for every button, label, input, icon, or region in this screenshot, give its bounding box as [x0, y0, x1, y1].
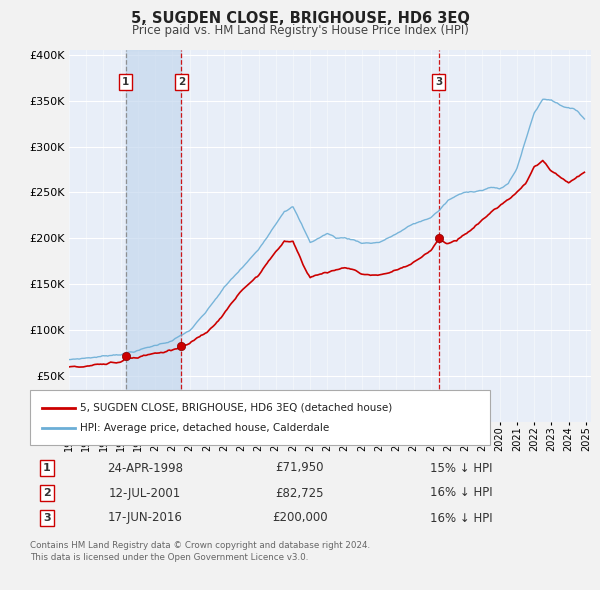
Text: 5, SUGDEN CLOSE, BRIGHOUSE, HD6 3EQ: 5, SUGDEN CLOSE, BRIGHOUSE, HD6 3EQ — [131, 11, 469, 25]
Text: 17-JUN-2016: 17-JUN-2016 — [107, 512, 182, 525]
Text: 5, SUGDEN CLOSE, BRIGHOUSE, HD6 3EQ (detached house): 5, SUGDEN CLOSE, BRIGHOUSE, HD6 3EQ (det… — [80, 403, 392, 413]
Bar — [30, 390, 490, 445]
Text: 12-JUL-2001: 12-JUL-2001 — [109, 487, 181, 500]
Text: £71,950: £71,950 — [276, 461, 324, 474]
Text: This data is licensed under the Open Government Licence v3.0.: This data is licensed under the Open Gov… — [30, 553, 308, 562]
Text: 3: 3 — [435, 77, 442, 87]
Text: 2: 2 — [178, 77, 185, 87]
Text: Contains HM Land Registry data © Crown copyright and database right 2024.: Contains HM Land Registry data © Crown c… — [30, 540, 370, 549]
Text: 15% ↓ HPI: 15% ↓ HPI — [430, 461, 493, 474]
Text: 1: 1 — [43, 463, 51, 473]
Text: 1: 1 — [122, 77, 130, 87]
Text: £82,725: £82,725 — [276, 487, 324, 500]
Text: 24-APR-1998: 24-APR-1998 — [107, 461, 183, 474]
Text: £200,000: £200,000 — [272, 512, 328, 525]
Text: 16% ↓ HPI: 16% ↓ HPI — [430, 487, 493, 500]
Text: HPI: Average price, detached house, Calderdale: HPI: Average price, detached house, Cald… — [80, 423, 329, 433]
Text: 2: 2 — [43, 488, 51, 498]
Text: Price paid vs. HM Land Registry's House Price Index (HPI): Price paid vs. HM Land Registry's House … — [131, 24, 469, 37]
Bar — [125, 50, 181, 422]
Text: 16% ↓ HPI: 16% ↓ HPI — [430, 512, 493, 525]
Text: 3: 3 — [43, 513, 51, 523]
